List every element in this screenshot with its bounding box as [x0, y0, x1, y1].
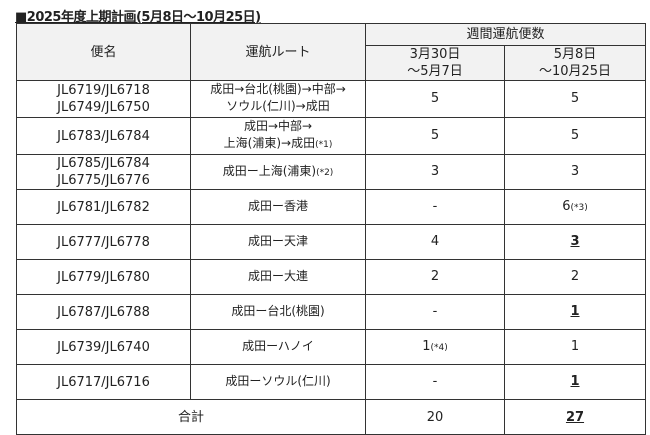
- period1-cell: 5: [365, 117, 505, 155]
- period1-cell: 4: [365, 224, 505, 260]
- route-cell: 成田ー香港: [190, 189, 366, 225]
- period2-cell: 3: [503, 224, 647, 260]
- route-cell: 成田ー上海(浦東)(*2): [190, 154, 366, 190]
- period1-cell: -: [365, 189, 505, 225]
- flight-cell: JL6739/JL6740: [16, 329, 191, 365]
- period1-cell: 2: [365, 259, 505, 295]
- route-cell: 成田ーソウル(仁川): [190, 364, 366, 400]
- table-row: JL6719/JL6718 JL6749/JL6750 成田→台北(桃園)→中部→…: [16, 80, 647, 118]
- period2-cell: 5: [503, 117, 647, 155]
- table-row: JL6785/JL6784 JL6775/JL6776 成田ー上海(浦東)(*2)…: [16, 154, 647, 190]
- period2-cell: 1: [503, 364, 647, 400]
- period2-cell: 6(*3): [503, 189, 647, 225]
- table-row: JL6717/JL6716 成田ーソウル(仁川) - 1: [16, 364, 647, 400]
- flight-cell: JL6779/JL6780: [16, 259, 191, 295]
- period2-cell: 2: [503, 259, 647, 295]
- flight-cell: JL6777/JL6778: [16, 224, 191, 260]
- flight-schedule-table: 便名 運航ルート 週間運航便数 3月30日 ～5月7日 5月8日 ～10月25日 J…: [16, 23, 647, 435]
- flight-cell: JL6719/JL6718 JL6749/JL6750: [16, 80, 191, 118]
- period1-cell: 3: [365, 154, 505, 190]
- flight-cell: JL6785/JL6784 JL6775/JL6776: [16, 154, 191, 190]
- flight-cell: JL6717/JL6716: [16, 364, 191, 400]
- header-flight: 便名: [16, 23, 191, 81]
- route-cell: 成田ー大連: [190, 259, 366, 295]
- route-cell: 成田ーハノイ: [190, 329, 366, 365]
- flight-cell: JL6783/JL6784: [16, 117, 191, 155]
- table-row: JL6739/JL6740 成田ーハノイ 1(*4) 1: [16, 329, 647, 365]
- period2-cell: 3: [503, 154, 647, 190]
- table-row: JL6781/JL6782 成田ー香港 - 6(*3): [16, 189, 647, 225]
- header-route: 運航ルート: [190, 23, 366, 81]
- route-cell: 成田→中部→ 上海(浦東)→成田(*1): [190, 117, 366, 155]
- period1-cell: -: [365, 294, 505, 330]
- table-row: JL6787/JL6788 成田ー台北(桃園) - 1: [16, 294, 647, 330]
- header-weekly: 週間運航便数: [364, 23, 647, 46]
- route-cell: 成田→台北(桃園)→中部→ ソウル(仁川)→成田: [190, 80, 366, 118]
- route-cell: 成田ー天津: [190, 224, 366, 260]
- header-period1: 3月30日 ～5月7日: [365, 45, 505, 81]
- flight-cell: JL6781/JL6782: [16, 189, 191, 225]
- period2-cell: 1: [503, 329, 647, 365]
- total-period1: 20: [365, 399, 505, 435]
- period1-cell: -: [365, 364, 505, 400]
- total-label: 合計: [16, 399, 366, 435]
- table-row: JL6783/JL6784 成田→中部→ 上海(浦東)→成田(*1) 5 5: [16, 117, 647, 155]
- header-period2: 5月8日 ～10月25日: [503, 45, 647, 81]
- period1-cell: 5: [365, 80, 505, 118]
- table-row: JL6779/JL6780 成田ー大連 2 2: [16, 259, 647, 295]
- page-title: ■2025年度上期計画(5月8日～10月25日): [15, 10, 261, 25]
- total-period2: 27: [503, 399, 647, 435]
- period1-cell: 1(*4): [365, 329, 505, 365]
- total-row: 合計 20 27: [16, 399, 647, 435]
- period2-cell: 5: [503, 80, 647, 118]
- route-cell: 成田ー台北(桃園): [190, 294, 366, 330]
- period2-cell: 1: [503, 294, 647, 330]
- table-row: JL6777/JL6778 成田ー天津 4 3: [16, 224, 647, 260]
- flight-cell: JL6787/JL6788: [16, 294, 191, 330]
